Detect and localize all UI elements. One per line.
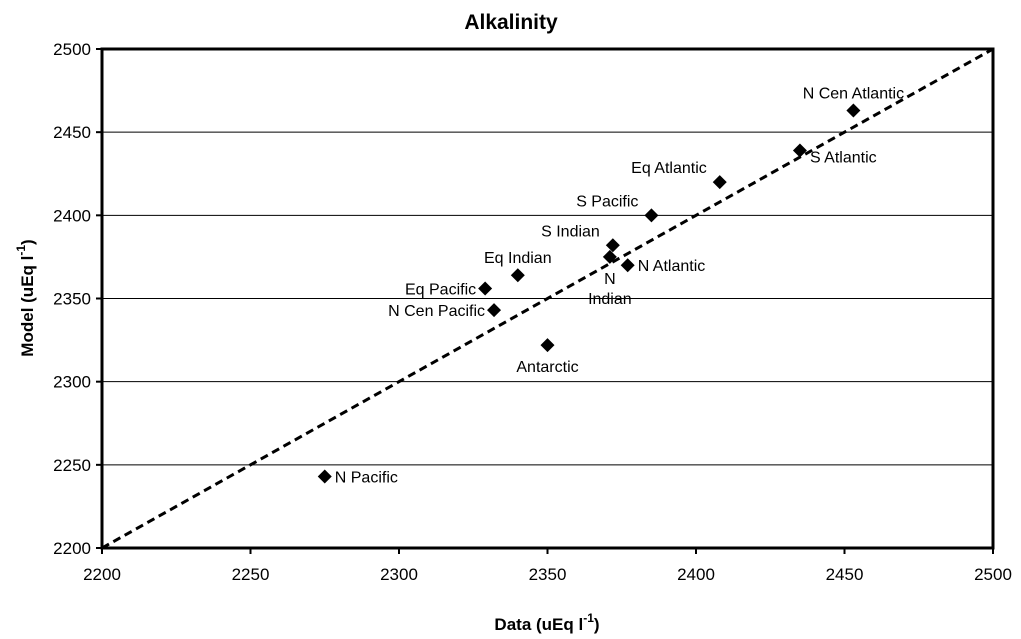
marker-antarctic	[540, 338, 555, 353]
data-markers	[317, 103, 861, 484]
data-label: S Indian	[541, 223, 600, 240]
x-axis-label-end: )	[594, 615, 600, 634]
data-label: N Cen Atlantic	[803, 86, 904, 103]
data-label: S Atlantic	[810, 149, 877, 166]
data-label: Eq Atlantic	[631, 160, 707, 177]
marker-s-atlantic	[792, 143, 807, 158]
x-tick-label: 2250	[232, 565, 270, 584]
data-label: N Indian	[588, 271, 632, 308]
x-tick-label: 2300	[380, 565, 418, 584]
marker-eq-pacific	[478, 281, 493, 296]
marker-eq-atlantic	[712, 175, 727, 190]
x-tick-label: 2500	[974, 565, 1012, 584]
marker-n-pacific	[317, 469, 332, 484]
data-label: Antarctic	[516, 359, 578, 376]
chart-title: Alkalinity	[464, 11, 558, 34]
y-axis-ticks: 2200 2250 2300 2350 2400 2450 2500	[53, 40, 102, 558]
x-axis-label: Data (uEq l-1)	[494, 611, 599, 634]
marker-n-atlantic	[620, 258, 635, 273]
x-tick-label: 2350	[529, 565, 567, 584]
y-axis-label-end: )	[18, 239, 37, 245]
marker-s-indian	[605, 238, 620, 253]
x-tick-label: 2450	[826, 565, 864, 584]
y-tick-label: 2500	[53, 40, 91, 59]
data-label: N Pacific	[335, 469, 398, 486]
data-label: N Atlantic	[638, 258, 706, 275]
y-tick-label: 2250	[53, 456, 91, 475]
data-label: Eq Indian	[484, 250, 552, 267]
x-axis-ticks: 2200 2250 2300 2350 2400 2450 2500	[83, 548, 1012, 584]
marker-eq-indian	[510, 268, 525, 283]
data-label: N Cen Pacific	[388, 303, 485, 320]
x-tick-label: 2200	[83, 565, 121, 584]
y-tick-label: 2350	[53, 290, 91, 309]
y-tick-label: 2200	[53, 539, 91, 558]
data-labels: N Cen Atlantic S Atlantic Eq Atlantic S Pac…	[335, 86, 904, 487]
x-axis-label-superscript: -1	[583, 611, 594, 625]
marker-s-pacific	[644, 208, 659, 223]
y-axis-label: Model (uEq l-1)	[14, 239, 37, 356]
marker-n-indian	[602, 249, 617, 264]
one-to-one-dashed-line	[101, 47, 994, 550]
marker-n-cen-atlantic	[846, 103, 861, 118]
y-tick-label: 2450	[53, 123, 91, 142]
plot-frame	[100, 47, 995, 550]
x-tick-label: 2400	[677, 565, 715, 584]
y-tick-label: 2300	[53, 373, 91, 392]
y-tick-label: 2400	[53, 206, 91, 225]
data-label: S Pacific	[576, 193, 638, 210]
y-axis-label-superscript: -1	[14, 245, 28, 256]
reference-line	[101, 47, 994, 550]
data-label: Eq Pacific	[405, 282, 476, 299]
marker-n-cen-pacific	[487, 303, 502, 318]
